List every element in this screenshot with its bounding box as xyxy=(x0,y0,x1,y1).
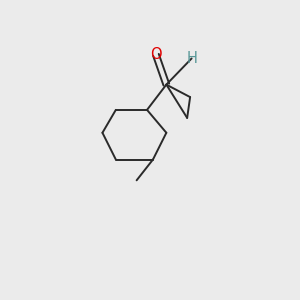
Text: H: H xyxy=(186,51,197,66)
Text: O: O xyxy=(150,47,162,62)
